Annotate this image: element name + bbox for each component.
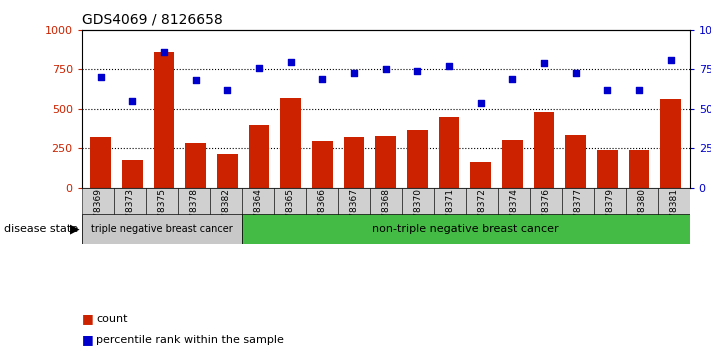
- Bar: [242, 188, 274, 244]
- Bar: [594, 188, 626, 244]
- Bar: [629, 150, 649, 188]
- Bar: [82, 214, 242, 244]
- Point: [507, 76, 518, 82]
- Text: GSM678375: GSM678375: [157, 188, 166, 244]
- Bar: [407, 130, 428, 188]
- Point: [95, 75, 107, 80]
- Point: [380, 67, 391, 72]
- Text: GSM678369: GSM678369: [93, 188, 102, 244]
- Bar: [370, 188, 402, 244]
- Point: [475, 100, 486, 105]
- Text: count: count: [96, 314, 127, 324]
- Text: GSM678376: GSM678376: [541, 188, 550, 244]
- Bar: [82, 188, 114, 244]
- Point: [570, 70, 582, 75]
- Text: percentile rank within the sample: percentile rank within the sample: [96, 335, 284, 345]
- Text: GSM678373: GSM678373: [125, 188, 134, 244]
- Bar: [502, 139, 523, 188]
- Bar: [439, 117, 459, 188]
- Text: GSM678370: GSM678370: [413, 188, 422, 244]
- Bar: [114, 188, 146, 244]
- Text: ■: ■: [82, 333, 94, 346]
- Bar: [306, 188, 338, 244]
- Bar: [154, 52, 174, 188]
- Bar: [186, 143, 206, 188]
- Point: [127, 98, 138, 104]
- Bar: [280, 98, 301, 188]
- Bar: [565, 135, 586, 188]
- Bar: [661, 99, 681, 188]
- Text: GDS4069 / 8126658: GDS4069 / 8126658: [82, 12, 223, 26]
- Text: GSM678378: GSM678378: [189, 188, 198, 244]
- Point: [348, 70, 360, 75]
- Text: ■: ■: [82, 312, 94, 325]
- Text: GSM678372: GSM678372: [477, 188, 486, 244]
- Bar: [122, 160, 143, 188]
- Point: [634, 87, 645, 93]
- Text: GSM678366: GSM678366: [317, 188, 326, 244]
- Text: GSM678367: GSM678367: [349, 188, 358, 244]
- Bar: [466, 188, 498, 244]
- Point: [444, 63, 455, 69]
- Point: [285, 59, 296, 64]
- Bar: [146, 188, 178, 244]
- Text: GSM678380: GSM678380: [637, 188, 646, 244]
- Point: [602, 87, 613, 93]
- Point: [222, 87, 233, 93]
- Text: non-triple negative breast cancer: non-triple negative breast cancer: [373, 224, 559, 234]
- Text: GSM678371: GSM678371: [445, 188, 454, 244]
- Bar: [312, 141, 333, 188]
- Point: [316, 76, 328, 82]
- Point: [665, 57, 676, 63]
- Bar: [498, 188, 530, 244]
- Bar: [178, 188, 210, 244]
- Bar: [217, 154, 237, 188]
- Bar: [375, 136, 396, 188]
- Point: [253, 65, 264, 71]
- Point: [159, 49, 170, 55]
- Bar: [626, 188, 658, 244]
- Point: [412, 68, 423, 74]
- Bar: [338, 188, 370, 244]
- Bar: [530, 188, 562, 244]
- Bar: [471, 162, 491, 188]
- Bar: [90, 137, 111, 188]
- Text: triple negative breast cancer: triple negative breast cancer: [91, 224, 232, 234]
- Text: GSM678365: GSM678365: [285, 188, 294, 244]
- Bar: [434, 188, 466, 244]
- Bar: [249, 125, 269, 188]
- Text: GSM678377: GSM678377: [573, 188, 582, 244]
- Bar: [210, 188, 242, 244]
- Text: GSM678374: GSM678374: [509, 188, 518, 244]
- Text: GSM678368: GSM678368: [381, 188, 390, 244]
- Bar: [242, 214, 690, 244]
- Text: ▶: ▶: [70, 223, 80, 236]
- Text: GSM678379: GSM678379: [605, 188, 614, 244]
- Text: disease state: disease state: [4, 224, 77, 234]
- Point: [538, 60, 550, 66]
- Bar: [534, 112, 555, 188]
- Text: GSM678364: GSM678364: [253, 188, 262, 244]
- Bar: [562, 188, 594, 244]
- Bar: [343, 137, 364, 188]
- Text: GSM678381: GSM678381: [669, 188, 678, 244]
- Bar: [658, 188, 690, 244]
- Bar: [402, 188, 434, 244]
- Point: [190, 78, 201, 83]
- Bar: [597, 150, 618, 188]
- Text: GSM678382: GSM678382: [221, 188, 230, 244]
- Bar: [274, 188, 306, 244]
